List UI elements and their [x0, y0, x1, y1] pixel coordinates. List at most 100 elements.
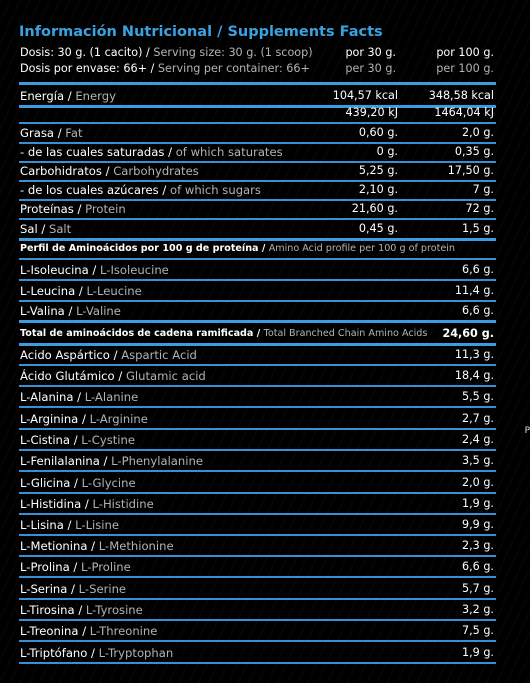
row-divider [19, 279, 496, 281]
nutrient-label: Energía / Energy [20, 89, 116, 103]
nutrient-label: L-Cistina / L-Cystine [20, 433, 135, 447]
row-divider [19, 218, 496, 220]
row-divider [19, 534, 496, 536]
nutrient-label: L-Histidina / L-Histidine [20, 497, 154, 511]
nutrient-label: L-Triptófano / L-Tryptophan [20, 646, 174, 660]
row-l-tyrosine: L-Tirosina / L-Tyrosine 3,2 g. [19, 601, 496, 621]
row-salt: Sal / Salt 0,45 g. 1,5 g. [19, 220, 496, 240]
value-per-100g: 1,5 g. [461, 222, 494, 235]
nutrient-label: L-Lisina / L-Lisine [20, 518, 119, 532]
row-divider [19, 555, 496, 557]
value-per-100g: 18,4 g. [454, 369, 494, 382]
row-saturates: - de las cuales saturadas / of which sat… [19, 143, 496, 163]
row-energy-kj: 439,20 kJ 1464,04 kJ [19, 104, 496, 124]
row-divider [19, 619, 496, 621]
nutrient-label: L-Prolina / L-Proline [20, 560, 131, 574]
row-divider [19, 662, 496, 664]
value-per-100g: 72 g. [465, 202, 494, 215]
nutrient-label: L-Glicina / L-Glycine [20, 476, 136, 490]
value-per-100g: 5,5 g. [461, 390, 494, 403]
serving-size-row: Dosis: 30 g. (1 cacito) / Serving size: … [19, 46, 496, 66]
per-30g-header-en: per 30 g. [345, 62, 396, 75]
nutrient-label: L-Treonina / L-Threonine [20, 624, 158, 638]
value-per-30g: 0,45 g. [358, 222, 398, 235]
value-per-100g: 6,6 g. [461, 304, 494, 317]
per-100g-header-en: per 100 g. [436, 62, 494, 75]
row-divider [19, 364, 496, 366]
value-per-100g: 1,9 g. [461, 646, 494, 659]
value-per-30g: 439,20 kJ [345, 106, 398, 119]
nutrient-label: L-Fenilalanina / L-Phenylalanine [20, 454, 203, 468]
value-per-30g: 0,60 g. [358, 126, 398, 139]
row-energy: Energía / Energy 104,57 kcal 348,58 kcal [19, 87, 496, 107]
row-divider [19, 428, 496, 430]
row-glutamic-acid: Ácido Glutámico / Glutamic acid 18,4 g. [19, 367, 496, 387]
row-l-histidine: L-Histidina / L-Histidine 1,9 g. [19, 495, 496, 515]
row-divider [19, 161, 496, 163]
row-divider [19, 385, 496, 387]
nutrient-label: Perfil de Aminoácidos por 100 g de prote… [20, 243, 455, 254]
nutrient-label: Ácido Glutámico / Glutamic acid [20, 369, 206, 383]
value-per-100g: 24,60 g. [442, 327, 494, 340]
nutrient-label: Sal / Salt [20, 222, 72, 236]
row-aspartic-acid: Acido Aspártico / Aspartic Acid 11,3 g. [19, 346, 496, 366]
nutrient-label: - de los cuales azúcares / of which suga… [20, 183, 261, 197]
row-divider [19, 142, 496, 144]
row-divider [19, 598, 496, 600]
row-divider [19, 492, 496, 494]
nutrient-label: Grasa / Fat [20, 126, 83, 140]
value-per-100g: 2,0 g. [461, 476, 494, 489]
nutrient-label: L-Metionina / L-Methionine [20, 539, 174, 553]
row-divider [19, 406, 496, 408]
row-divider [19, 513, 496, 515]
nutrient-label: L-Tirosina / L-Tyrosine [20, 603, 143, 617]
value-per-30g: 2,10 g. [358, 183, 398, 196]
per-100g-header: por 100 g. [436, 46, 494, 59]
row-divider [19, 640, 496, 642]
nutrient-label: Carbohidratos / Carbohydrates [20, 164, 199, 178]
nutrient-label: - de las cuales saturadas / of which sat… [20, 145, 283, 159]
value-per-100g: 2,3 g. [461, 539, 494, 552]
value-per-100g: 1464,04 kJ [434, 106, 494, 119]
header-divider [19, 82, 496, 85]
per-30g-header: por 30 g. [345, 46, 396, 59]
value-per-100g: 2,0 g. [461, 126, 494, 139]
serving-size-label: Dosis: 30 g. (1 cacito) / Serving size: … [20, 46, 313, 59]
row-l-arginine: L-Arginina / L-Arginine 2,7 g. [19, 410, 496, 430]
value-per-30g: 21,60 g. [351, 202, 398, 215]
value-per-100g: 5,7 g. [461, 582, 494, 595]
edge-mark-p: P [524, 426, 530, 436]
value-per-100g: 17,50 g. [447, 164, 494, 177]
row-divider [19, 343, 496, 346]
row-divider [19, 199, 496, 201]
row-l-glycine: L-Glicina / L-Glycine 2,0 g. [19, 474, 496, 494]
value-per-100g: 11,4 g. [454, 284, 494, 297]
row-l-serine: L-Serina / L-Serine 5,7 g. [19, 580, 496, 600]
value-per-30g: 0 g. [376, 145, 398, 158]
row-l-threonine: L-Treonina / L-Threonine 7,5 g. [19, 622, 496, 642]
row-divider [19, 449, 496, 451]
row-fat: Grasa / Fat 0,60 g. 2,0 g. [19, 124, 496, 144]
row-l-alanine: L-Alanina / L-Alanine 5,5 g. [19, 388, 496, 408]
row-l-tryptophan: L-Triptófano / L-Tryptophan 1,9 g. [19, 644, 496, 664]
servings-per-container-row: Dosis por envase: 66+ / Serving per cont… [19, 62, 496, 82]
nutrient-label: L-Arginina / L-Arginine [20, 412, 148, 426]
row-l-lysine: L-Lisina / L-Lisine 9,9 g. [19, 516, 496, 536]
value-per-100g: 7 g. [472, 183, 494, 196]
value-per-100g: 6,6 g. [461, 560, 494, 573]
value-per-100g: 2,7 g. [461, 412, 494, 425]
nutrient-label: Acido Aspártico / Aspartic Acid [20, 348, 197, 362]
value-per-100g: 3,2 g. [461, 603, 494, 616]
row-amino-profile-heading: Perfil de Aminoácidos por 100 g de prote… [19, 240, 496, 260]
row-l-valine: L-Valina / L-Valine 6,6 g. [19, 302, 496, 322]
value-per-100g: 3,5 g. [461, 454, 494, 467]
row-carbohydrates: Carbohidratos / Carbohydrates 5,25 g. 17,5… [19, 162, 496, 182]
row-l-methionine: L-Metionina / L-Methionine 2,3 g. [19, 537, 496, 557]
value-per-100g: 0,35 g. [454, 145, 494, 158]
value-per-100g: 1,9 g. [461, 497, 494, 510]
row-sugars: - de los cuales azúcares / of which suga… [19, 181, 496, 201]
row-bcaa-total: Total de aminoácidos de cadena ramificad… [19, 325, 496, 345]
row-divider [19, 122, 496, 124]
value-per-100g: 348,58 kcal [428, 89, 494, 102]
value-per-100g: 6,6 g. [461, 263, 494, 276]
